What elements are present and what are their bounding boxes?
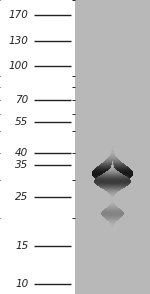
- Text: 55: 55: [15, 117, 28, 127]
- Text: 130: 130: [9, 36, 28, 46]
- Text: 25: 25: [15, 192, 28, 202]
- Text: 15: 15: [15, 240, 28, 250]
- Text: 35: 35: [15, 160, 28, 170]
- Text: 70: 70: [15, 95, 28, 105]
- Text: 100: 100: [9, 61, 28, 71]
- Text: 170: 170: [9, 10, 28, 20]
- Text: 40: 40: [15, 148, 28, 158]
- Text: 10: 10: [15, 279, 28, 289]
